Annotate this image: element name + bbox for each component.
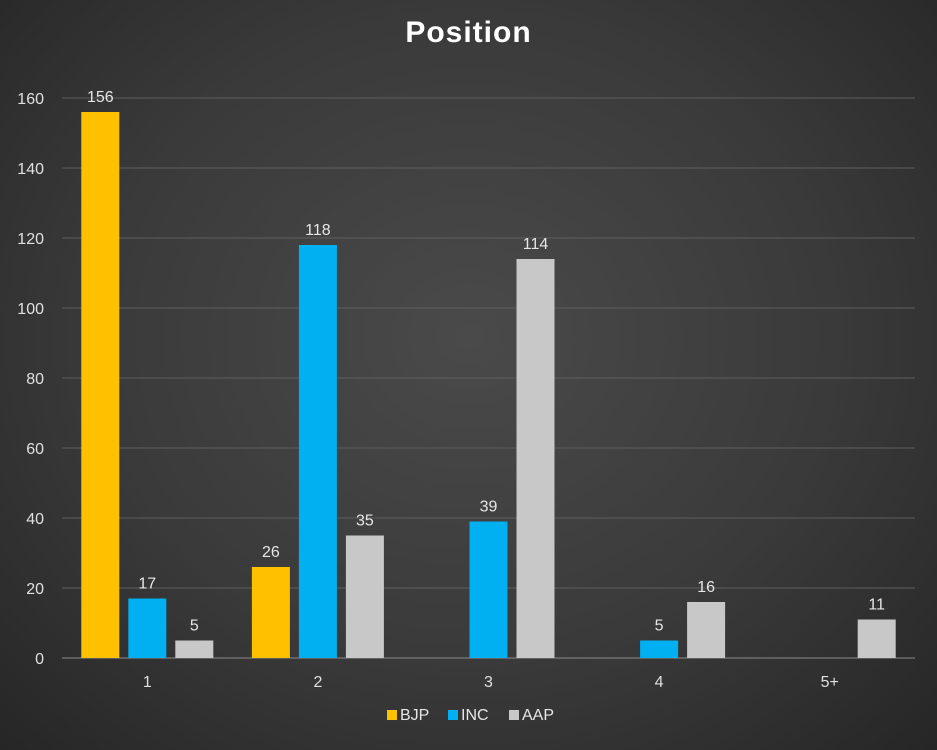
data-label: 17 [138, 576, 156, 593]
legend-label: INC [461, 707, 489, 724]
legend-swatch-bjp [387, 710, 397, 720]
data-label: 16 [697, 579, 715, 596]
bar-bjp-2 [251, 567, 290, 658]
bar-aap-2 [345, 535, 384, 658]
y-tick-label: 120 [17, 231, 44, 248]
x-tick-label: 2 [313, 674, 322, 691]
data-label: 35 [356, 513, 374, 530]
bar-aap-1 [175, 640, 214, 658]
y-tick-label: 0 [35, 651, 44, 668]
bar-inc-3 [469, 521, 508, 658]
bar-inc-1 [128, 598, 167, 658]
y-tick-label: 80 [26, 371, 44, 388]
legend-swatch-inc [448, 710, 458, 720]
data-label: 5 [190, 618, 199, 635]
data-label: 11 [868, 597, 885, 614]
y-tick-label: 140 [17, 161, 44, 178]
data-label: 26 [262, 544, 280, 561]
bar-inc-2 [298, 245, 337, 658]
x-tick-label: 4 [655, 674, 664, 691]
legend: BJP INC AAP [387, 707, 554, 724]
chart-title: Position [405, 16, 532, 49]
data-label: 114 [523, 236, 549, 253]
data-label: 39 [480, 499, 498, 516]
x-tick-label: 3 [484, 674, 493, 691]
bar-aap-4 [687, 602, 726, 658]
y-tick-label: 60 [26, 441, 44, 458]
bar-aap-5+ [857, 619, 896, 658]
bar-inc-4 [640, 640, 679, 658]
bar-aap-3 [516, 259, 555, 658]
x-tick-label: 5+ [821, 674, 839, 691]
y-tick-label: 40 [26, 511, 44, 528]
data-label: 118 [305, 222, 331, 239]
data-label: 5 [655, 618, 664, 635]
legend-swatch-aap [509, 710, 519, 720]
data-label: 156 [87, 89, 114, 106]
y-tick-label: 20 [26, 581, 44, 598]
y-tick-label: 160 [17, 91, 44, 108]
legend-label: BJP [400, 707, 429, 724]
legend-label: AAP [522, 707, 554, 724]
bar-bjp-1 [81, 112, 120, 658]
y-tick-label: 100 [17, 301, 44, 318]
x-tick-label: 1 [143, 674, 152, 691]
